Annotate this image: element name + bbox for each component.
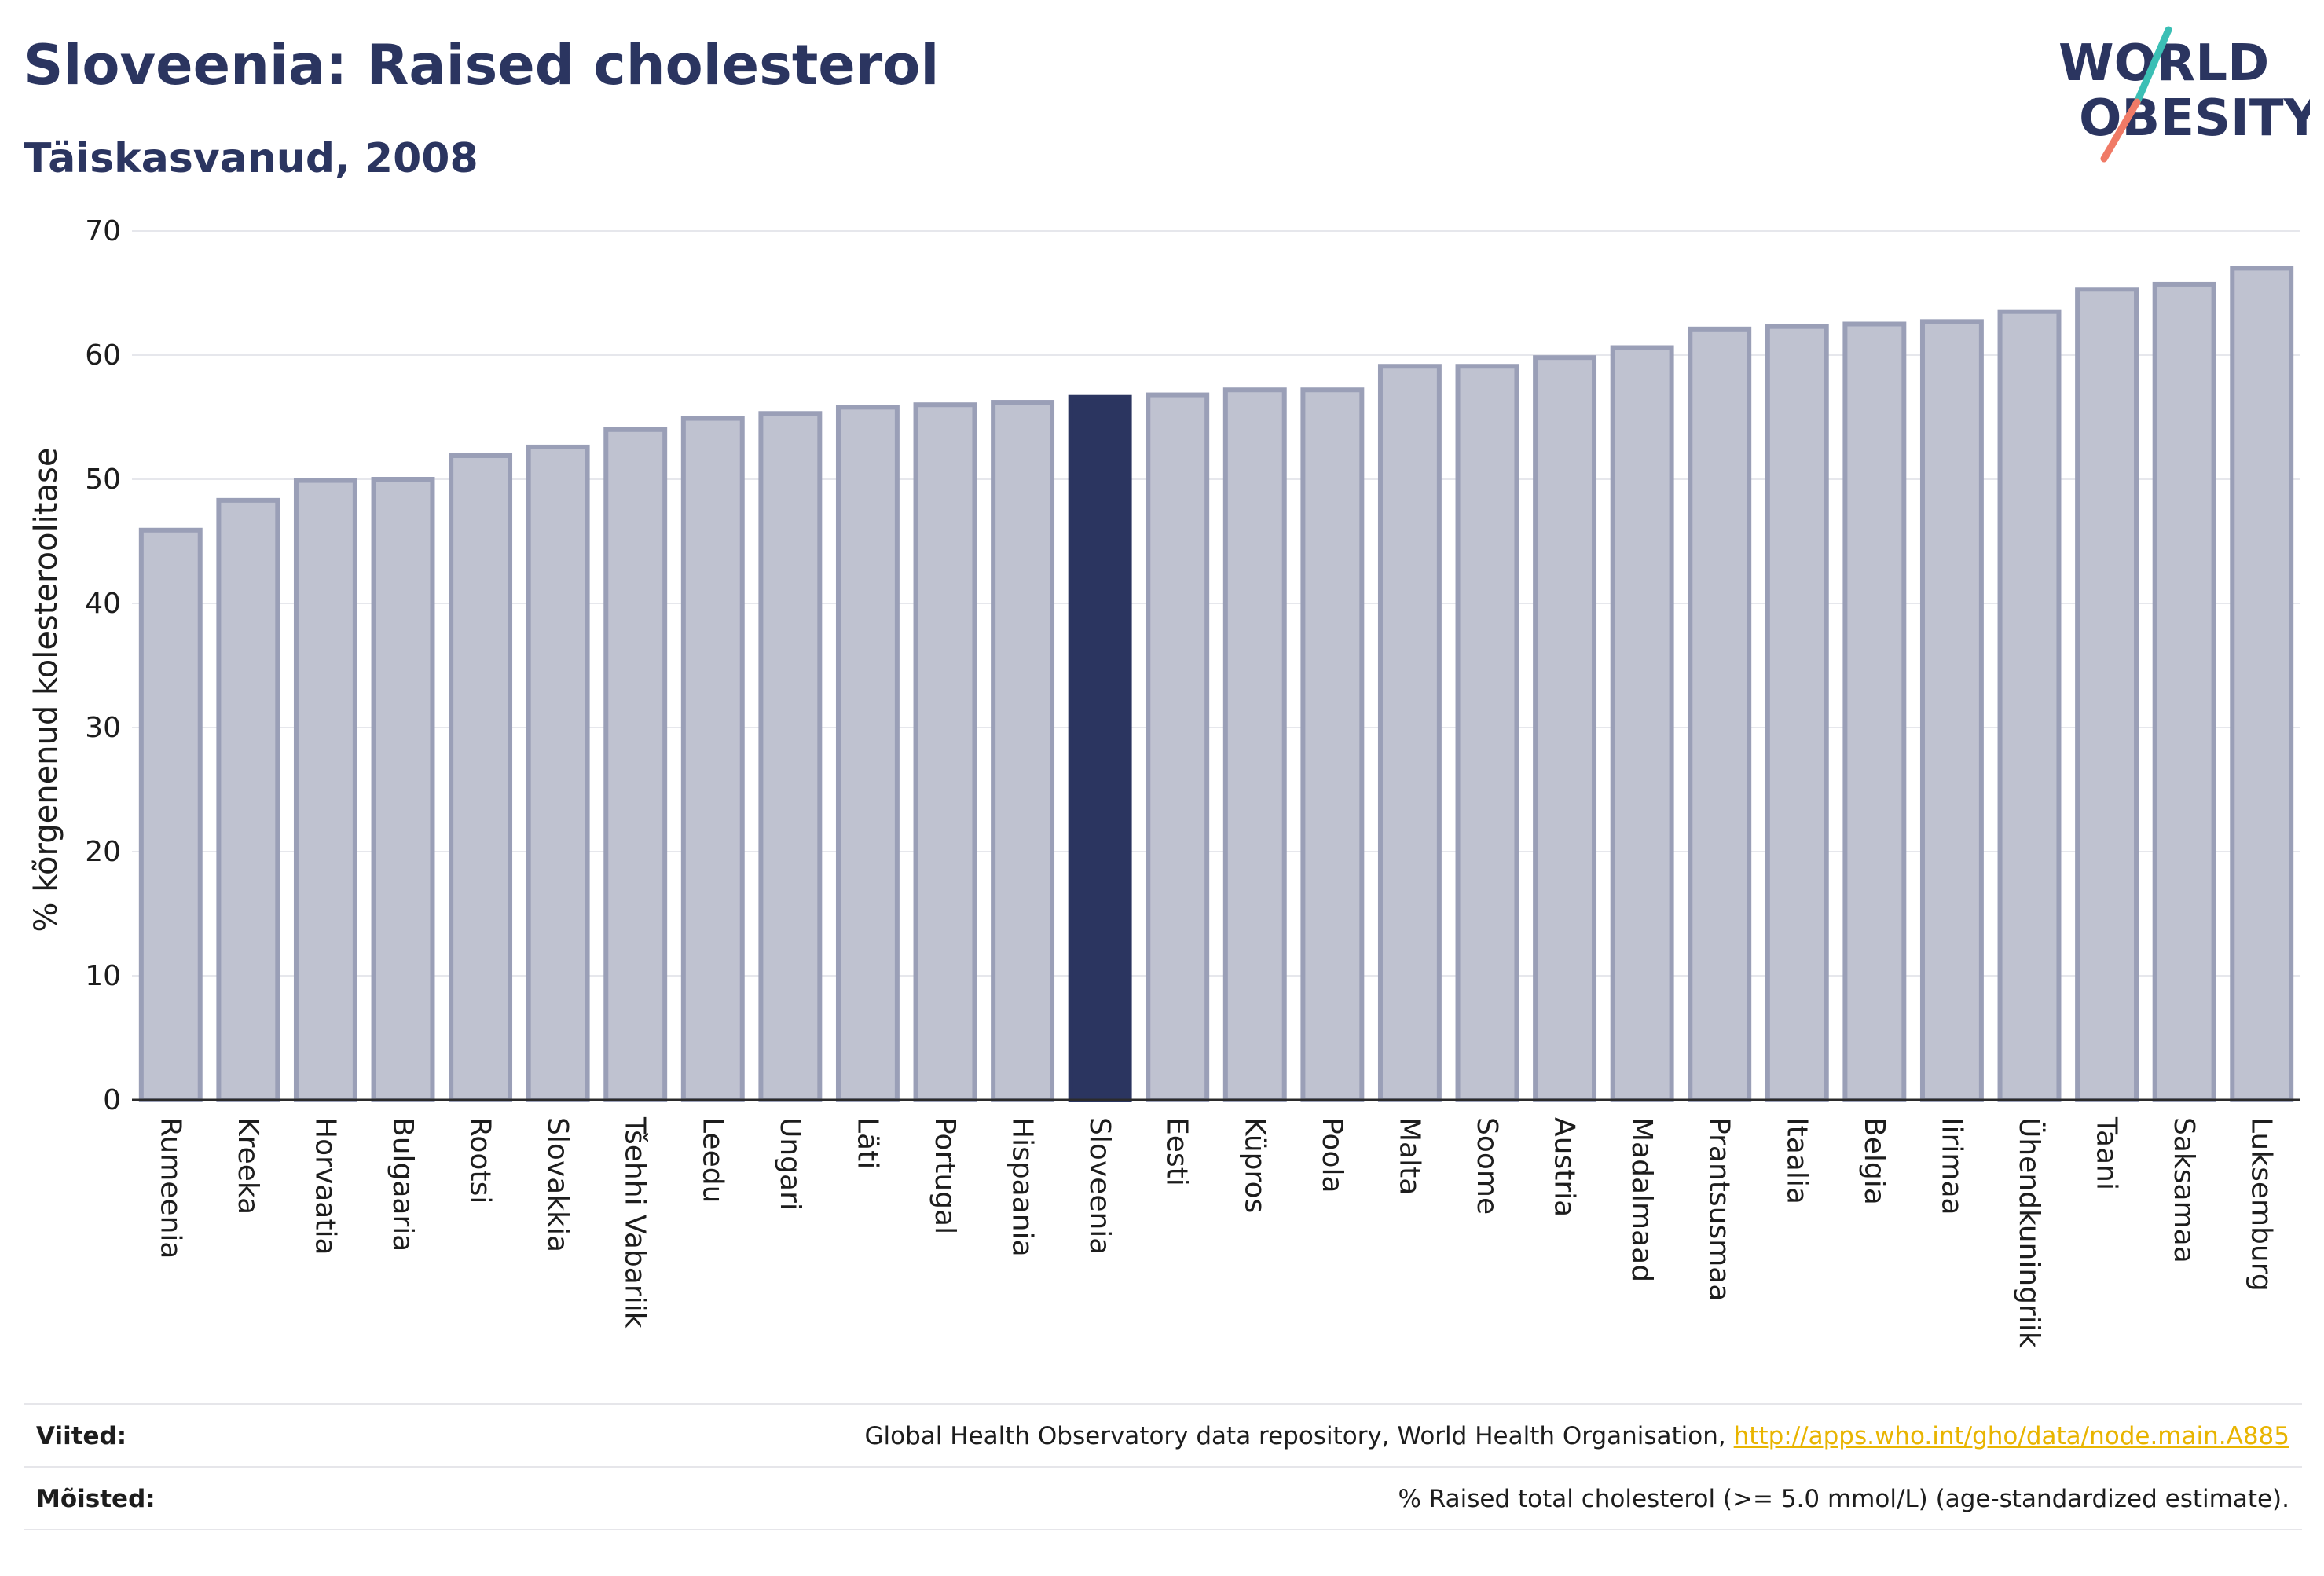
logo-slash-coral (2100, 98, 2141, 163)
bar-läti (835, 405, 900, 1102)
bar-belgia (1842, 321, 1907, 1102)
y-tick-label: 50 (85, 464, 121, 496)
y-axis-label: % kõrgenenud kolesteroolitase (28, 448, 64, 933)
x-tick-label: Leedu (696, 1117, 728, 1203)
bar-leedu (680, 416, 745, 1102)
x-tick-label: Rootsi (464, 1117, 497, 1204)
bar-malta (1377, 364, 1442, 1103)
footer-divider (24, 1529, 2302, 1530)
bar-eesti (1146, 392, 1210, 1102)
bar-austria (1533, 355, 1597, 1103)
y-tick-label: 30 (85, 712, 121, 744)
y-tick-label: 40 (85, 588, 121, 620)
bar-rumeenia (138, 527, 203, 1102)
x-tick-label: Tšehhi Vabariik (619, 1116, 651, 1329)
bar-sloveenia (1068, 394, 1132, 1103)
x-tick-label: Iirimaa (1935, 1117, 1967, 1215)
x-tick-label: Ungari (774, 1117, 806, 1211)
bar-ühendkuningriik (1997, 309, 2062, 1102)
bar-tšehhi-vabariik (603, 427, 668, 1102)
footer-sources-row: Viited: Global Health Observatory data r… (24, 1403, 2302, 1468)
logo-slash-teal (2133, 26, 2172, 106)
bar-poola (1300, 387, 1365, 1102)
bar-bulgaaria (371, 477, 435, 1102)
y-tick-labels: 0 10 20 30 40 50 60 70 (85, 215, 121, 1116)
x-tick-label: Küpros (1238, 1117, 1270, 1213)
sources-value: Global Health Observatory data repositor… (865, 1422, 2289, 1450)
x-tick-label: Rumeenia (154, 1117, 186, 1259)
bar-madalmaad (1610, 345, 1674, 1102)
bar-taani (2075, 287, 2139, 1102)
x-tick-label: Slovakkia (541, 1117, 574, 1252)
bar-kreeka (216, 497, 280, 1102)
x-tick-label: Malta (1393, 1117, 1425, 1195)
y-tick-label: 10 (85, 960, 121, 992)
footer-definitions-row: Mõisted: % Raised total cholesterol (>= … (24, 1466, 2302, 1530)
sources-label: Viited: (36, 1422, 127, 1450)
x-tick-label: Madalmaad (1626, 1117, 1658, 1282)
x-tick-label: Bulgaaria (387, 1117, 419, 1252)
bar-prantsusmaa (1688, 326, 1752, 1102)
x-tick-label: Itaalia (1780, 1117, 1813, 1204)
bars (138, 266, 2294, 1103)
x-tick-label: Eesti (1161, 1117, 1193, 1186)
bar-hispaania (991, 400, 1055, 1102)
bar-saksamaa (2152, 281, 2216, 1103)
y-tick-label: 70 (85, 215, 121, 247)
bar-luksemburg (2230, 266, 2294, 1102)
x-tick-label: Austria (1549, 1117, 1581, 1217)
bar-soome (1455, 364, 1519, 1103)
bar-ungari (758, 411, 823, 1102)
world-obesity-logo: WORLD OBESITY (2058, 26, 2310, 163)
x-tick-label: Ühendkuningriik (2013, 1117, 2046, 1348)
definitions-text: % Raised total cholesterol (>= 5.0 mmol/… (1398, 1485, 2289, 1513)
x-tick-label: Läti (851, 1117, 883, 1169)
x-tick-label: Kreeka (232, 1117, 264, 1215)
bar-horvaatia (293, 478, 357, 1102)
bar-iirimaa (1919, 319, 1984, 1102)
x-tick-label: Portugal (929, 1117, 961, 1234)
x-tick-label: Prantsusmaa (1703, 1117, 1736, 1301)
sources-link[interactable]: http://apps.who.int/gho/data/node.main.A… (1733, 1422, 2289, 1450)
page-subtitle: Täiskasvanud, 2008 (24, 135, 478, 182)
x-tick-label: Luksemburg (2245, 1117, 2278, 1292)
x-tick-label: Horvaatia (309, 1117, 341, 1255)
definitions-label: Mõisted: (36, 1485, 156, 1513)
sources-text: Global Health Observatory data repositor… (864, 1422, 1726, 1450)
y-tick-label: 20 (85, 836, 121, 868)
x-tick-labels: Rumeenia Kreeka Horvaatia Bulgaaria Rootsi Sl… (154, 1116, 2277, 1348)
x-tick-label: Hispaania (1006, 1117, 1039, 1257)
bar-itaalia (1765, 324, 1829, 1103)
page-title: Sloveenia: Raised cholesterol (24, 33, 940, 97)
x-tick-label: Belgia (1858, 1117, 1890, 1205)
x-tick-label: Taani (2091, 1116, 2123, 1190)
bar-chart: 0 10 20 30 40 50 60 70 Rumeenia Kreeka Horvaatia B… (28, 215, 2300, 1348)
bar-portugal (913, 402, 977, 1102)
x-tick-label: Poola (1316, 1117, 1348, 1193)
y-tick-label: 60 (85, 339, 121, 372)
x-tick-label: Sloveenia (1083, 1117, 1116, 1255)
bar-slovakkia (526, 444, 590, 1102)
bar-rootsi (449, 453, 513, 1102)
x-tick-label: Saksamaa (2168, 1117, 2200, 1263)
bar-küpros (1222, 387, 1287, 1102)
x-tick-label: Soome (1471, 1117, 1503, 1215)
y-tick-label: 0 (103, 1084, 121, 1116)
